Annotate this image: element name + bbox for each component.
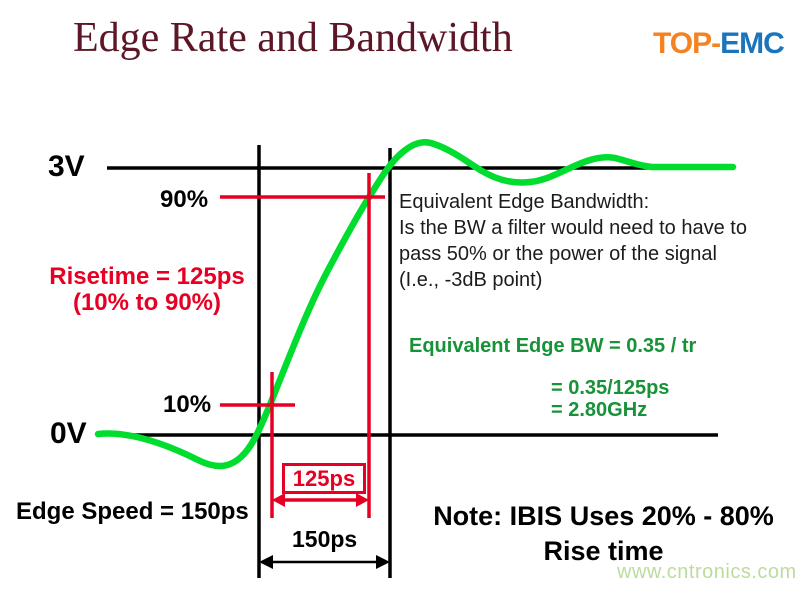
10-percent-label: 10% bbox=[163, 391, 212, 418]
ibis-note: Note: IBIS Uses 20% - 80% Rise time bbox=[404, 499, 803, 569]
formula-step1: = 0.35/125ps bbox=[551, 377, 670, 399]
bandwidth-definition-line1: Equivalent Edge Bandwidth: bbox=[399, 191, 650, 213]
125ps-arrowhead-left bbox=[272, 493, 285, 507]
3v-label: 3V bbox=[48, 150, 85, 183]
edge-speed-label: Edge Speed = 150ps bbox=[16, 498, 249, 525]
watermark: www.cntronics.com bbox=[617, 561, 797, 583]
formula-step2: = 2.80GHz bbox=[551, 399, 648, 421]
bandwidth-definition-line3: pass 50% or the power of the signal bbox=[399, 243, 717, 265]
page-title: Edge Rate and Bandwidth bbox=[73, 15, 513, 61]
125ps-arrowhead-right bbox=[356, 493, 369, 507]
90-percent-label: 90% bbox=[160, 186, 209, 213]
0v-label: 0V bbox=[50, 417, 87, 450]
risetime-line2: (10% to 90%) bbox=[72, 289, 222, 316]
125ps-box-label: 125ps bbox=[282, 463, 366, 494]
risetime-line1: Risetime = 125ps bbox=[49, 263, 245, 290]
top-emc-logo: TOP-EMC bbox=[653, 27, 785, 61]
signal-edge-curve bbox=[94, 139, 737, 470]
bandwidth-definition-line4: (I.e., -3dB point) bbox=[399, 269, 543, 291]
ibis-note-line2: Rise time bbox=[543, 536, 664, 566]
logo-top-text: TOP- bbox=[653, 27, 721, 60]
150ps-arrowhead-left bbox=[259, 555, 273, 569]
150ps-arrowhead-right bbox=[376, 555, 390, 569]
150ps-label: 150ps bbox=[292, 526, 358, 552]
bandwidth-definition-line2: Is the BW a filter would need to have to bbox=[399, 217, 747, 239]
logo-emc-text: EMC bbox=[720, 27, 785, 60]
equivalent-bw-formula: Equivalent Edge BW = 0.35 / tr bbox=[409, 335, 697, 357]
bandwidth-definition: Equivalent Edge Bandwidth: Is the BW a f… bbox=[399, 189, 747, 293]
risetime-callout: Risetime = 125ps (10% to 90%) bbox=[30, 264, 264, 316]
ibis-note-line1: Note: IBIS Uses 20% - 80% bbox=[433, 501, 774, 531]
